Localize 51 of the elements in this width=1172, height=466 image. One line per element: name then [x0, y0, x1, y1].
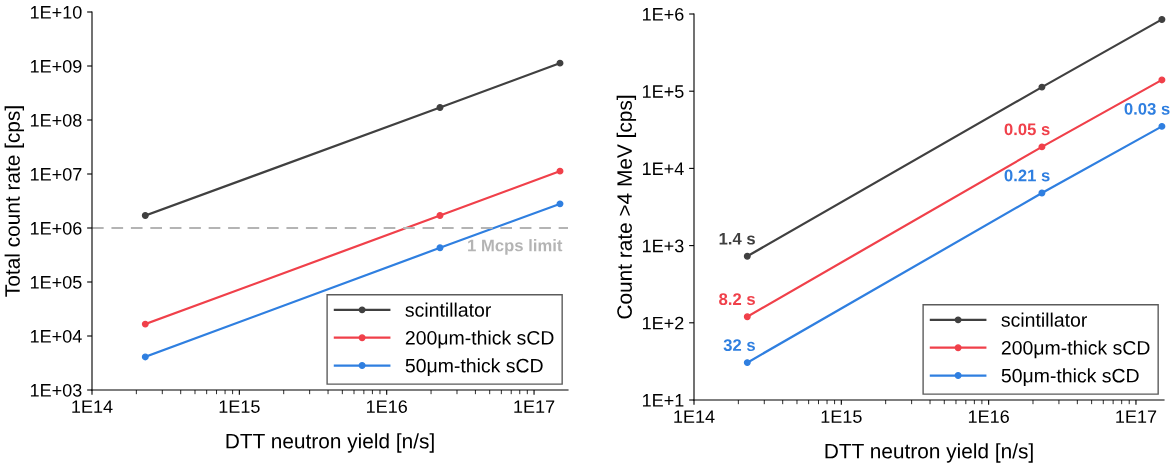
y-tick-label: 1E+5 [642, 85, 684, 98]
y-axis-title: Count rate >4 MeV [cps] [616, 95, 637, 319]
y-tick-label: 1E+2 [642, 316, 684, 330]
y-axis-title: Total count rate [cps] [4, 106, 25, 297]
annotation: 8.2 s [719, 293, 755, 306]
annotation: 0.21 s [1004, 169, 1050, 182]
x-tick-label: 1E15 [219, 400, 260, 413]
point [556, 59, 564, 67]
x-tick-label: 1E16 [968, 410, 1009, 423]
annotation: 32 s [723, 339, 755, 352]
x-tick-label: 1E15 [821, 410, 862, 423]
y-tick-label: 1E+3 [642, 239, 684, 253]
y-tick-label: 1E+03 [30, 383, 82, 397]
point [556, 200, 564, 208]
x-tick-label: 1E14 [72, 400, 113, 413]
x-tick-label: 1E14 [674, 410, 715, 423]
annotation: 0.03 s [1124, 102, 1170, 115]
point [743, 359, 751, 367]
legend-label: scintillator [1001, 312, 1088, 327]
point [1158, 15, 1166, 23]
annotation: 0.05 s [1004, 123, 1050, 136]
y-tick-label: 1E+10 [30, 5, 82, 19]
point [141, 353, 149, 361]
annotation: 1.4 s [719, 232, 755, 245]
y-tick-label: 1E+04 [30, 329, 82, 343]
legend-label: 200μm-thick sCD [405, 330, 554, 349]
y-tick-label: 1E+07 [30, 167, 82, 181]
x-tick-label: 1E17 [1116, 410, 1157, 423]
y-tick-label: 1E+06 [30, 221, 82, 235]
point [556, 167, 564, 175]
x-axis-title: DTT neutron yield [n/s] [825, 443, 1033, 463]
legend-label: 50μm-thick sCD [405, 358, 543, 377]
point [743, 313, 751, 321]
y-tick-label: 1E+1 [642, 394, 684, 407]
point [743, 252, 751, 260]
legend-label: 200μm-thick sCD [1001, 340, 1150, 359]
y-tick-label: 1E+09 [30, 59, 82, 73]
ref-line-label: 1 Mcps limit [468, 239, 563, 255]
legend-label: scintillator [405, 302, 492, 317]
y-tick-label: 1E+4 [642, 162, 684, 175]
x-axis-title: DTT neutron yield [n/s] [226, 433, 434, 453]
point [1158, 122, 1166, 130]
x-tick-label: 1E16 [366, 400, 407, 413]
y-tick-label: 1E+08 [30, 113, 82, 127]
point [141, 320, 149, 328]
x-tick-label: 1E17 [514, 400, 555, 413]
legend-label: 50μm-thick sCD [1001, 368, 1139, 387]
point [1158, 76, 1166, 84]
point [141, 212, 149, 220]
y-tick-label: 1E+05 [30, 275, 82, 289]
y-tick-label: 1E+6 [642, 7, 684, 21]
